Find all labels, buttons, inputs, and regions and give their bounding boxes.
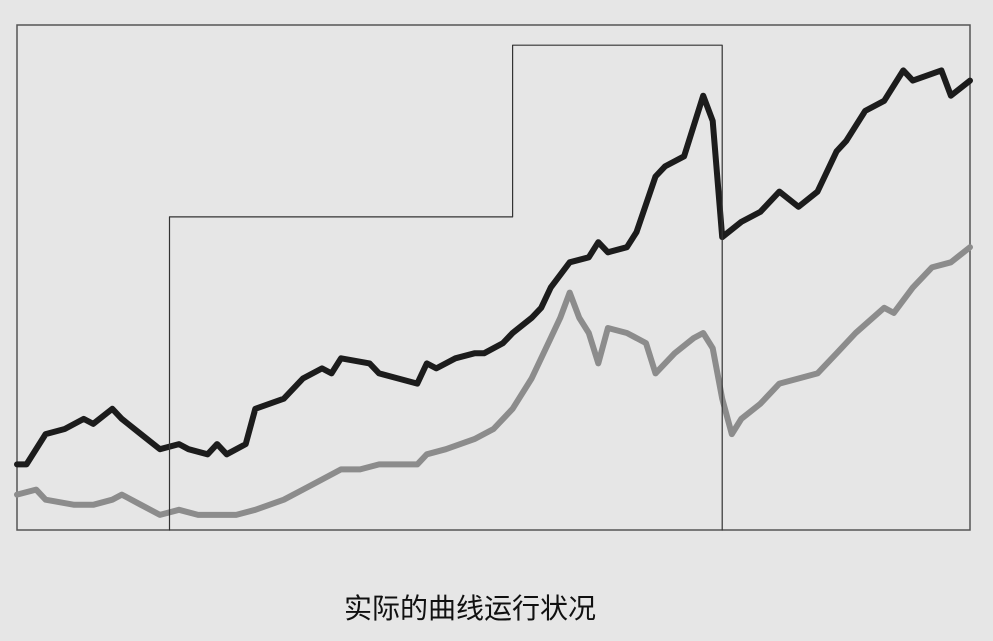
series-line xyxy=(14,244,973,518)
caption: 实际的曲线运行状况 xyxy=(344,592,596,625)
series-line xyxy=(168,44,723,531)
series-line xyxy=(14,67,973,468)
plot-frame xyxy=(16,24,971,531)
